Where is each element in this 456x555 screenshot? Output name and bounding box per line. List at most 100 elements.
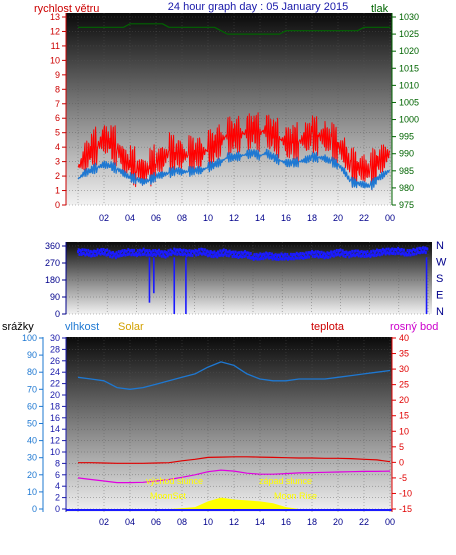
direction-point (254, 256, 257, 260)
direction-point (397, 251, 400, 255)
direction-point (198, 248, 201, 252)
direction-point (224, 251, 227, 255)
direction-point (163, 254, 166, 258)
y-tick-label: 70 (27, 384, 37, 394)
direction-point (130, 253, 133, 257)
direction-point (235, 253, 238, 257)
direction-point (207, 250, 210, 254)
wind-direction-series (77, 246, 429, 314)
direction-point (403, 253, 406, 257)
direction-point (316, 254, 319, 258)
y-tick-label: 18 (50, 401, 60, 411)
direction-point (414, 248, 417, 252)
direction-point (345, 250, 348, 254)
y-tick-label: 0 (399, 457, 404, 467)
direction-point (281, 257, 284, 261)
direction-point (408, 251, 411, 255)
direction-point (247, 251, 250, 255)
x-tick-label: 16 (281, 213, 291, 223)
direction-point (352, 252, 355, 256)
wind-pressure-series (77, 23, 391, 191)
direction-point (270, 252, 273, 256)
y-tick-label: 30 (399, 364, 409, 374)
direction-point (348, 255, 351, 259)
direction-point (409, 253, 412, 257)
y-tick-label: 1030 (399, 12, 419, 22)
direction-point (210, 254, 213, 258)
direction-point (264, 256, 267, 260)
direction-point (350, 254, 353, 258)
moonrise-annotation: Moon Rise (274, 491, 317, 501)
direction-point (114, 252, 117, 256)
direction-point (393, 247, 396, 251)
direction-point (307, 251, 310, 255)
direction-point (276, 253, 279, 257)
direction-point (130, 248, 133, 252)
direction-point (136, 253, 139, 257)
direction-point (105, 253, 108, 257)
direction-point (297, 253, 300, 257)
direction-point (258, 257, 261, 261)
direction-point (343, 250, 346, 254)
direction-point (260, 257, 263, 261)
direction-point (145, 253, 148, 257)
direction-point (179, 248, 182, 252)
direction-point (248, 253, 251, 257)
solar-area (78, 497, 390, 509)
direction-point (208, 252, 211, 256)
direction-point (392, 249, 395, 253)
humidity-line (77, 361, 391, 390)
direction-point (184, 249, 187, 253)
x-tick-label: 16 (281, 517, 291, 527)
direction-point (83, 248, 86, 252)
direction-point (179, 252, 182, 256)
direction-point (277, 258, 280, 262)
y-tick-label: 1025 (399, 29, 419, 39)
x-tick-label: 08 (177, 213, 187, 223)
y-tick-label: 60 (27, 401, 37, 411)
wind-gust-line (77, 112, 390, 191)
direction-point (299, 252, 302, 256)
direction-point (383, 249, 386, 253)
direction-point (257, 253, 260, 257)
direction-point (234, 250, 237, 254)
y-tick-label: 1005 (399, 97, 419, 107)
direction-point (369, 255, 372, 259)
x-tick-label: 06 (151, 517, 161, 527)
y-tick-label: 24 (50, 367, 60, 377)
direction-point (324, 252, 327, 256)
x-tick-label: 06 (151, 213, 161, 223)
direction-point (236, 251, 239, 255)
direction-point (118, 254, 121, 258)
direction-point (201, 248, 204, 252)
direction-point (103, 250, 106, 254)
direction-point (99, 252, 102, 256)
direction-point (357, 254, 360, 258)
dewpoint-label: rosný bod (390, 321, 438, 333)
direction-point (196, 249, 199, 253)
direction-point (200, 252, 203, 256)
y-tick-label: 2 (55, 493, 60, 503)
direction-point (267, 253, 270, 257)
direction-point (252, 257, 255, 261)
direction-point (335, 253, 338, 257)
direction-point (328, 251, 331, 255)
compass-label: N (436, 306, 444, 318)
direction-point (284, 252, 287, 256)
direction-point (164, 255, 167, 259)
direction-point (146, 249, 149, 253)
direction-point (303, 252, 306, 256)
direction-point (157, 252, 160, 256)
direction-point (233, 254, 236, 258)
direction-point (259, 252, 262, 256)
y-tick-label: 28 (50, 344, 60, 354)
direction-point (95, 253, 98, 257)
direction-point (291, 255, 294, 259)
direction-point (135, 251, 138, 255)
direction-point (405, 253, 408, 257)
y-tick-label: 7 (55, 99, 60, 109)
direction-point (351, 249, 354, 253)
y-tick-label: 100 (22, 333, 37, 343)
direction-point (188, 249, 191, 253)
direction-point (205, 251, 208, 255)
